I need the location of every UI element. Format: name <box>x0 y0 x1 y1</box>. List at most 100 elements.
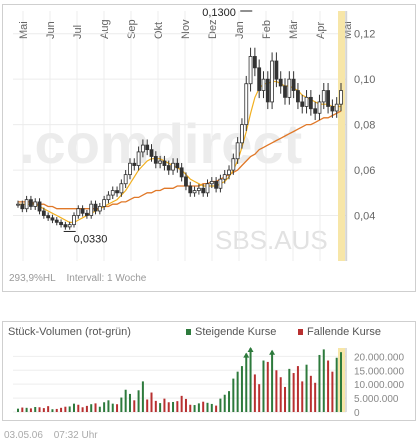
candle-body <box>308 96 313 110</box>
timestamp-date: 03.05.06 <box>4 430 43 441</box>
volume-bar-rising <box>197 403 200 412</box>
candle-body <box>63 224 68 228</box>
price-tick-label: 0,08 <box>354 120 375 132</box>
volume-bar-falling <box>292 373 295 412</box>
volume-bar-falling <box>266 361 269 412</box>
volume-bar-rising <box>322 349 325 412</box>
month-label: Sep <box>126 19 138 39</box>
volume-bar-rising <box>90 404 93 412</box>
watermark-symbol: SBS.AUS <box>215 225 328 255</box>
candle-body <box>252 56 257 69</box>
candle-body <box>102 199 107 207</box>
candle-body <box>171 162 175 171</box>
volume-bar-rising <box>288 368 291 412</box>
month-label: Jun <box>45 21 57 39</box>
candle-body <box>89 203 94 216</box>
volume-bar-rising <box>128 393 131 412</box>
volume-bar-falling <box>202 401 205 412</box>
candle-body <box>283 85 287 98</box>
volume-tick-label: 0 <box>354 408 360 419</box>
candle-body <box>67 224 72 228</box>
volume-bar-rising <box>232 378 235 412</box>
volume-bar-falling <box>42 408 45 412</box>
candle-body <box>97 206 102 212</box>
price-tick-label: 0,10 <box>354 74 375 86</box>
candle-body <box>321 90 326 103</box>
volume-bar-falling <box>77 404 80 412</box>
price-chart-panel: .comdirect SBS.AUS Mai Jun Jul Aug Sep Okt Nov… <box>2 4 416 292</box>
volume-overflow-arrow-icon <box>243 352 250 358</box>
volume-bar-falling <box>38 407 41 412</box>
volume-bar-falling <box>167 402 170 412</box>
volume-bar-rising <box>68 406 71 412</box>
candle-body <box>110 190 115 196</box>
volume-bar-rising <box>159 403 162 412</box>
volume-bar-falling <box>21 407 24 412</box>
candle-body <box>54 219 59 223</box>
candle-body <box>59 221 63 226</box>
candle-body <box>33 201 38 207</box>
volume-bar-falling <box>189 404 192 412</box>
volume-bar-falling <box>133 400 136 412</box>
candle-body <box>313 108 318 114</box>
volume-bar-falling <box>116 404 119 412</box>
candle-body <box>106 194 111 201</box>
candle-body <box>115 190 119 194</box>
candle-body <box>162 160 167 166</box>
volume-bar-rising <box>245 353 248 412</box>
annotation-label: 0,0330 <box>74 233 108 245</box>
month-label: Apr <box>315 22 327 39</box>
volume-tick-label: 20.000.000 <box>354 352 404 363</box>
candle-body <box>128 162 132 176</box>
volume-tick-label: 10.000.000 <box>354 380 404 391</box>
legend-rising-label: Steigende Kurse <box>195 326 277 338</box>
candle-body <box>93 203 98 212</box>
volume-tick-label: 5.000.000 <box>354 394 399 405</box>
month-label: Aug <box>99 19 111 39</box>
volume-bar-falling <box>47 406 50 412</box>
candle-body <box>132 162 137 166</box>
month-label: Feb <box>261 20 273 39</box>
candle-body <box>270 60 274 103</box>
volume-bar-falling <box>301 381 304 412</box>
current-week-highlight <box>338 11 345 261</box>
month-label: Jan <box>234 21 246 39</box>
volume-bar-rising <box>72 403 75 412</box>
volume-bar-rising <box>51 409 54 412</box>
volume-bar-rising <box>193 405 196 412</box>
volume-bar-falling <box>154 400 157 412</box>
month-label: Dez <box>207 19 219 39</box>
volume-bar-falling <box>331 371 334 412</box>
candle-body <box>119 183 124 194</box>
chart-footer: 293,9%HL Intervall: 1 Woche <box>9 273 154 284</box>
volume-bar-falling <box>55 408 58 412</box>
candle-body <box>80 208 85 214</box>
volume-bar-falling <box>150 392 153 412</box>
candle-body <box>72 215 76 226</box>
candle-body <box>222 174 227 180</box>
candle-body <box>291 78 296 91</box>
candle-body <box>50 217 55 221</box>
candle-body <box>85 212 89 216</box>
volume-tick-label: 15.000.000 <box>354 366 404 377</box>
candle-body <box>158 160 163 164</box>
candle-body <box>278 78 283 87</box>
volume-bar-rising <box>25 407 28 412</box>
candle-body <box>145 144 150 151</box>
candle-body <box>218 178 223 189</box>
price-tick-label: 0,06 <box>354 165 375 177</box>
volume-bar-falling <box>215 405 218 412</box>
volume-bar-falling <box>275 370 278 412</box>
candle-body <box>214 181 219 189</box>
timestamp-time: 07:32 Uhr <box>53 430 98 441</box>
candle-body <box>326 90 330 107</box>
volume-bar-rising <box>271 350 274 412</box>
volume-bar-falling <box>60 407 63 412</box>
volume-bar-falling <box>64 406 67 412</box>
candle-body <box>287 78 292 98</box>
interval-label: Intervall: 1 Woche <box>66 273 147 284</box>
candle-body <box>265 78 270 103</box>
candle-body <box>339 90 343 105</box>
volume-title: Stück-Volumen (rot-grün) <box>8 326 131 338</box>
month-label: Mär <box>288 20 300 39</box>
